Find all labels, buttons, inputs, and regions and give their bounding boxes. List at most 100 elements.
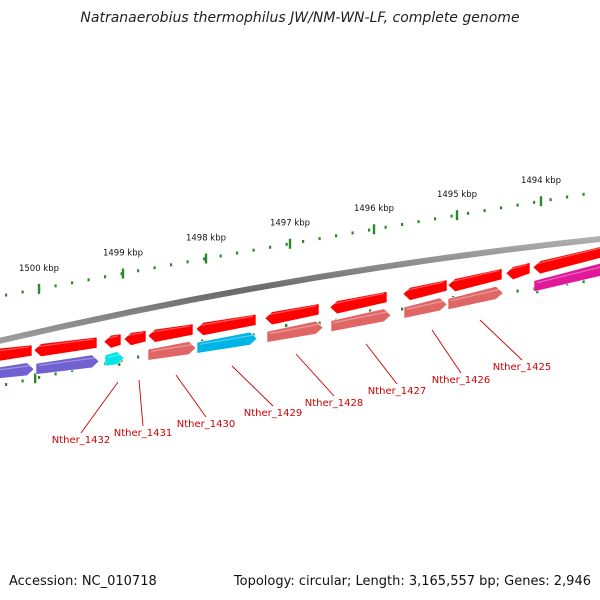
outer-tick-dots [5, 192, 585, 297]
gene-features [0, 246, 600, 379]
major-tick [455, 210, 459, 221]
gene-highlight [269, 323, 321, 335]
gene-forward [195, 313, 257, 336]
gene-forward [0, 344, 33, 362]
inner-tick-dot [318, 321, 321, 325]
label-leader-line [479, 319, 523, 361]
gene-highlight [38, 357, 97, 367]
outer-tick-dot [87, 278, 90, 282]
outer-tick-dot [170, 263, 173, 267]
accession-text: Accession: NC_010718 [9, 574, 157, 589]
gene-reverse [403, 297, 448, 319]
gene-highlight [106, 335, 119, 339]
ruler-tick-label: 1495 kbp [437, 190, 477, 200]
ruler-tick-label: 1494 kbp [521, 176, 561, 186]
gene-forward [402, 279, 448, 301]
gene-highlight [450, 269, 500, 283]
gene-highlight [198, 315, 254, 327]
gene-highlight [405, 281, 445, 292]
ruler-tick-label: 1498 kbp [186, 234, 226, 244]
outer-tick-dot [516, 203, 519, 207]
gene-highlight [107, 353, 122, 358]
inner-tick-dot [21, 379, 24, 383]
outer-tick-dot [417, 220, 420, 224]
outer-tick-dot [351, 231, 354, 235]
gene-highlight [126, 332, 144, 337]
gene-label: Nther_1426 [432, 375, 490, 386]
gene-label: Nther_1425 [493, 362, 551, 373]
major-tick [539, 196, 543, 207]
outer-tick-dot [269, 245, 272, 249]
gene-reverse [330, 308, 392, 333]
gene-forward [532, 246, 600, 275]
gene-forward [123, 330, 147, 346]
outer-tick-dot [582, 192, 585, 196]
gene-reverse [147, 341, 197, 361]
label-leader-line [138, 379, 144, 427]
gene-highlight [535, 247, 600, 265]
inner-tick-dot [516, 289, 519, 293]
outer-tick-dot [549, 198, 552, 202]
outer-tick-dot [203, 257, 206, 261]
gene-highlight [332, 292, 385, 305]
gene-highlight [199, 334, 255, 345]
gene-highlight [150, 325, 191, 333]
inner-tick-dot [401, 307, 404, 311]
gene-cds-cyan [104, 351, 125, 367]
gene-cds-purple [35, 354, 100, 375]
inner-tick-dot [38, 375, 41, 379]
gene-highlight [536, 266, 600, 284]
gene-label: Nther_1427 [368, 386, 426, 397]
label-leader-line [431, 329, 462, 374]
gene-highlight [36, 338, 95, 348]
gene-highlight [406, 300, 445, 310]
label-leader-line [175, 374, 207, 418]
outer-tick-dot [467, 211, 470, 215]
gene-label: Nther_1431 [114, 428, 172, 439]
outer-tick-dot [71, 281, 74, 285]
outer-tick-dot [450, 214, 453, 218]
outer-tick-dot [384, 225, 387, 229]
gene-label: Nther_1432 [52, 435, 110, 446]
outer-tick-dot [153, 266, 156, 270]
gene-forward [33, 336, 98, 358]
gene-highlight [0, 365, 32, 371]
outer-tick-dot [219, 254, 222, 258]
outer-tick-dot [120, 272, 123, 276]
outer-tick-dot [483, 209, 486, 213]
outer-tick-dot [186, 260, 189, 264]
outer-tick-dot [335, 234, 338, 238]
major-tick [121, 268, 125, 279]
inner-tick-dot [582, 280, 585, 284]
label-leader-line [365, 343, 398, 385]
gene-label: Nther_1430 [177, 419, 235, 430]
gene-highlight [0, 346, 30, 352]
gene-forward [505, 262, 531, 281]
inner-major-tick [34, 373, 37, 384]
outer-tick-dot [137, 269, 140, 273]
gene-highlight [450, 288, 501, 302]
gene-cds-blue [196, 331, 258, 354]
label-leader-line [295, 353, 335, 397]
gene-highlight [150, 343, 194, 352]
gene-forward [329, 291, 388, 315]
outer-tick-dot [285, 242, 288, 246]
outer-tick-dot [500, 206, 503, 210]
map-title: Natranaerobius thermophilus JW/NM-WN-LF,… [80, 10, 520, 26]
outer-tick-dot [318, 237, 321, 241]
gene-cds-magenta [533, 262, 600, 293]
inner-tick-dot [137, 355, 140, 359]
genome-summary-text: Topology: circular; Length: 3,165,557 bp… [233, 574, 591, 589]
outer-tick-dot [54, 284, 57, 288]
gene-label: Nther_1428 [305, 398, 363, 409]
major-tick [372, 224, 376, 235]
outer-tick-dot [533, 200, 536, 204]
ruler-tick-label: 1497 kbp [270, 219, 310, 229]
gene-reverse [447, 286, 504, 311]
outer-tick-dot [5, 293, 8, 297]
label-leader-line [231, 365, 274, 407]
ruler-tick-label: 1496 kbp [354, 204, 394, 214]
outer-tick-dot [368, 228, 371, 232]
